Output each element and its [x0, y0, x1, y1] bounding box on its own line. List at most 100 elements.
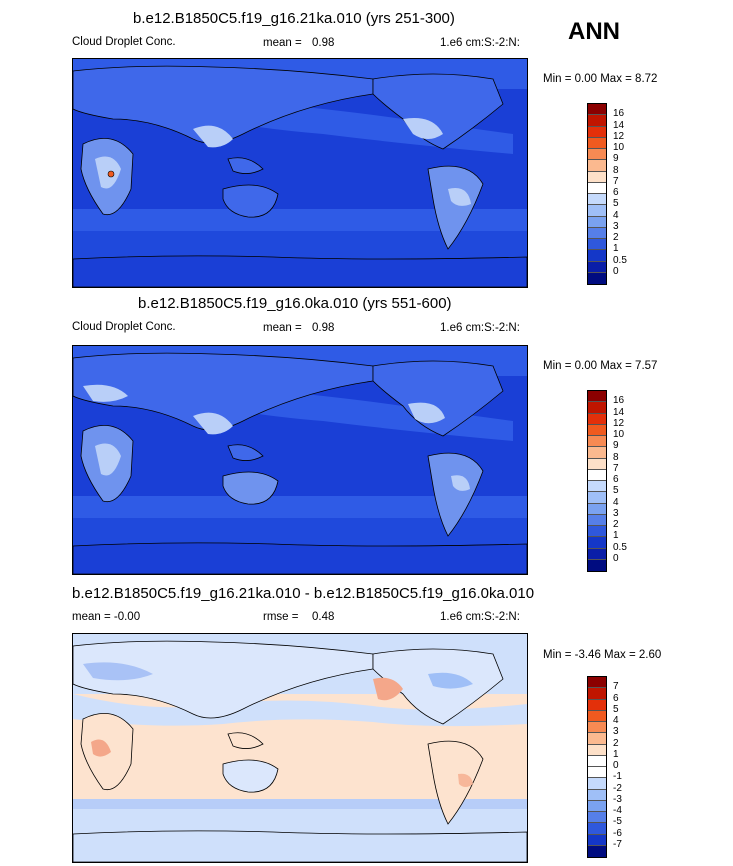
colorbar-tick-label: 3 [613, 507, 619, 519]
colorbar-swatch [588, 171, 606, 183]
colorbar-tick-label: 10 [613, 142, 625, 153]
colorbar-tick-label: 16 [613, 108, 625, 120]
colorbar-tick-label: 3 [613, 220, 619, 232]
colorbar-swatch [588, 436, 606, 448]
colorbar-tick-label: 0.5 [613, 541, 627, 553]
colorbar-tick-label: 5 [613, 703, 619, 715]
panel-1-mean-value: 0.98 [312, 37, 335, 49]
colorbar-tick-label: -4 [613, 805, 622, 816]
panel-3-minmax: Min = -3.46 Max = 2.60 [543, 649, 662, 661]
colorbar-swatch [588, 137, 606, 149]
colorbar-swatch [588, 699, 606, 711]
colorbar-tick-label: 6 [613, 187, 619, 198]
colorbar-swatch [588, 733, 606, 745]
colorbar-tick-label: -2 [613, 782, 622, 794]
colorbar-tick-label: -6 [613, 827, 622, 839]
panel-2-variable-label: Cloud Droplet Conc. [72, 321, 176, 333]
colorbar-tick-label: -3 [613, 793, 622, 805]
colorbar-swatch [588, 391, 606, 403]
colorbar-tick-label: 0 [613, 552, 619, 564]
colorbar-swatch [588, 194, 606, 206]
panel-3-rmse-value: 0.48 [312, 611, 335, 623]
colorbar-swatch [588, 722, 606, 734]
colorbar-swatch [588, 126, 606, 138]
colorbar-swatch [588, 469, 606, 481]
colorbar-tick-label: 14 [613, 406, 625, 418]
colorbar-swatch [588, 481, 606, 493]
panel-3-map [72, 633, 528, 863]
colorbar-swatch [588, 537, 606, 549]
colorbar-swatch [588, 710, 606, 722]
colorbar-tick-label: 1 [613, 243, 619, 255]
colorbar-swatch [588, 548, 606, 560]
colorbar-swatch [588, 755, 606, 767]
colorbar-tick-label: 4 [613, 715, 619, 726]
colorbar-swatch [588, 447, 606, 459]
colorbar-tick-label: 5 [613, 485, 619, 497]
panel-1-minmax: Min = 0.00 Max = 8.72 [543, 73, 658, 85]
colorbar-tick-label: -7 [613, 838, 622, 850]
colorbar-swatch [588, 104, 606, 116]
panel-1-map-svg [73, 59, 527, 287]
colorbar-swatch [588, 845, 606, 857]
colorbar-swatch [588, 424, 606, 436]
colorbar-swatch [588, 149, 606, 161]
colorbar-tick-label: 12 [613, 130, 625, 142]
colorbar-tick-label: 1 [613, 748, 619, 760]
panel-1-colorbar-labels: 16 14 12 10 9 8 7 6 5 4 3 2 1 0.5 0 [613, 103, 653, 283]
colorbar-swatch [588, 503, 606, 515]
colorbar-swatch [588, 205, 606, 217]
colorbar-swatch [588, 458, 606, 470]
colorbar-tick-label: 9 [613, 440, 619, 452]
colorbar-tick-label: 3 [613, 726, 619, 738]
colorbar-swatch [588, 688, 606, 700]
colorbar-tick-label: 7 [613, 462, 619, 474]
colorbar-swatch [588, 789, 606, 801]
colorbar-swatch [588, 160, 606, 172]
colorbar-tick-label: 12 [613, 417, 625, 429]
panel-1-title: b.e12.B1850C5.f19_g16.21ka.010 (yrs 251-… [133, 10, 455, 27]
colorbar-swatch [588, 559, 606, 571]
colorbar-tick-label: 0 [613, 760, 619, 771]
colorbar-tick-label: 5 [613, 198, 619, 210]
panel-2-units: 1.e6 cm:S:-2:N: [440, 322, 520, 334]
colorbar-swatch [588, 767, 606, 779]
panel-1-mean-label: mean = [263, 37, 302, 49]
panel-2-title: b.e12.B1850C5.f19_g16.0ka.010 (yrs 551-6… [138, 295, 452, 312]
panel-1-colorbar [587, 103, 607, 285]
colorbar-tick-label: 1 [613, 530, 619, 542]
panel-2-mean-label: mean = [263, 322, 302, 334]
panel-2-map [72, 345, 528, 575]
colorbar-swatch [588, 744, 606, 756]
colorbar-tick-label: 2 [613, 232, 619, 243]
panel-3-units: 1.e6 cm:S:-2:N: [440, 611, 520, 623]
colorbar-tick-label: 0 [613, 265, 619, 277]
colorbar-tick-label: 8 [613, 164, 619, 176]
colorbar-tick-label: 4 [613, 209, 619, 221]
panel-1-units: 1.e6 cm:S:-2:N: [440, 37, 520, 49]
colorbar-swatch [588, 514, 606, 526]
colorbar-tick-label: 8 [613, 451, 619, 463]
colorbar-tick-label: 2 [613, 737, 619, 749]
colorbar-tick-label: 0.5 [613, 254, 627, 266]
colorbar-swatch [588, 402, 606, 414]
colorbar-tick-label: 6 [613, 474, 619, 485]
colorbar-swatch [588, 677, 606, 689]
colorbar-swatch [588, 413, 606, 425]
panel-3-title: b.e12.B1850C5.f19_g16.21ka.010 - b.e12.B… [72, 585, 535, 602]
colorbar-swatch [588, 115, 606, 127]
colorbar-tick-label: 16 [613, 395, 625, 407]
colorbar-swatch [588, 227, 606, 239]
panel-2-map-svg [73, 346, 527, 574]
panel-2-minmax: Min = 0.00 Max = 7.57 [543, 360, 658, 372]
colorbar-swatch [588, 182, 606, 194]
colorbar-swatch [588, 800, 606, 812]
colorbar-swatch [588, 250, 606, 262]
colorbar-swatch [588, 834, 606, 846]
colorbar-swatch [588, 812, 606, 824]
panel-3-rmse-label: rmse = [263, 611, 299, 623]
panel-2-mean-value: 0.98 [312, 322, 335, 334]
colorbar-tick-label: 9 [613, 153, 619, 165]
colorbar-swatch [588, 261, 606, 273]
colorbar-swatch [588, 526, 606, 538]
